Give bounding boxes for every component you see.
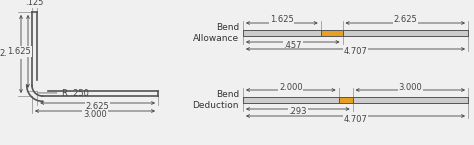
Text: 3.000: 3.000 bbox=[399, 83, 422, 91]
Text: Bend
Deduction: Bend Deduction bbox=[192, 90, 239, 110]
Text: 2.000: 2.000 bbox=[0, 49, 23, 58]
Text: 2.000: 2.000 bbox=[279, 83, 302, 91]
Text: 2.625: 2.625 bbox=[86, 102, 109, 111]
Text: 1.625: 1.625 bbox=[7, 47, 31, 56]
Text: .293: .293 bbox=[289, 107, 307, 116]
Text: .457: .457 bbox=[283, 40, 302, 49]
Text: 1.625: 1.625 bbox=[270, 16, 294, 25]
Text: .125: .125 bbox=[26, 0, 44, 7]
Text: 4.707: 4.707 bbox=[344, 115, 367, 124]
Text: R .250: R .250 bbox=[38, 88, 90, 97]
Text: 2.625: 2.625 bbox=[393, 16, 417, 25]
Text: 3.000: 3.000 bbox=[83, 110, 107, 119]
Text: Bend
Allowance: Bend Allowance bbox=[193, 23, 239, 43]
Text: 4.707: 4.707 bbox=[344, 48, 367, 57]
